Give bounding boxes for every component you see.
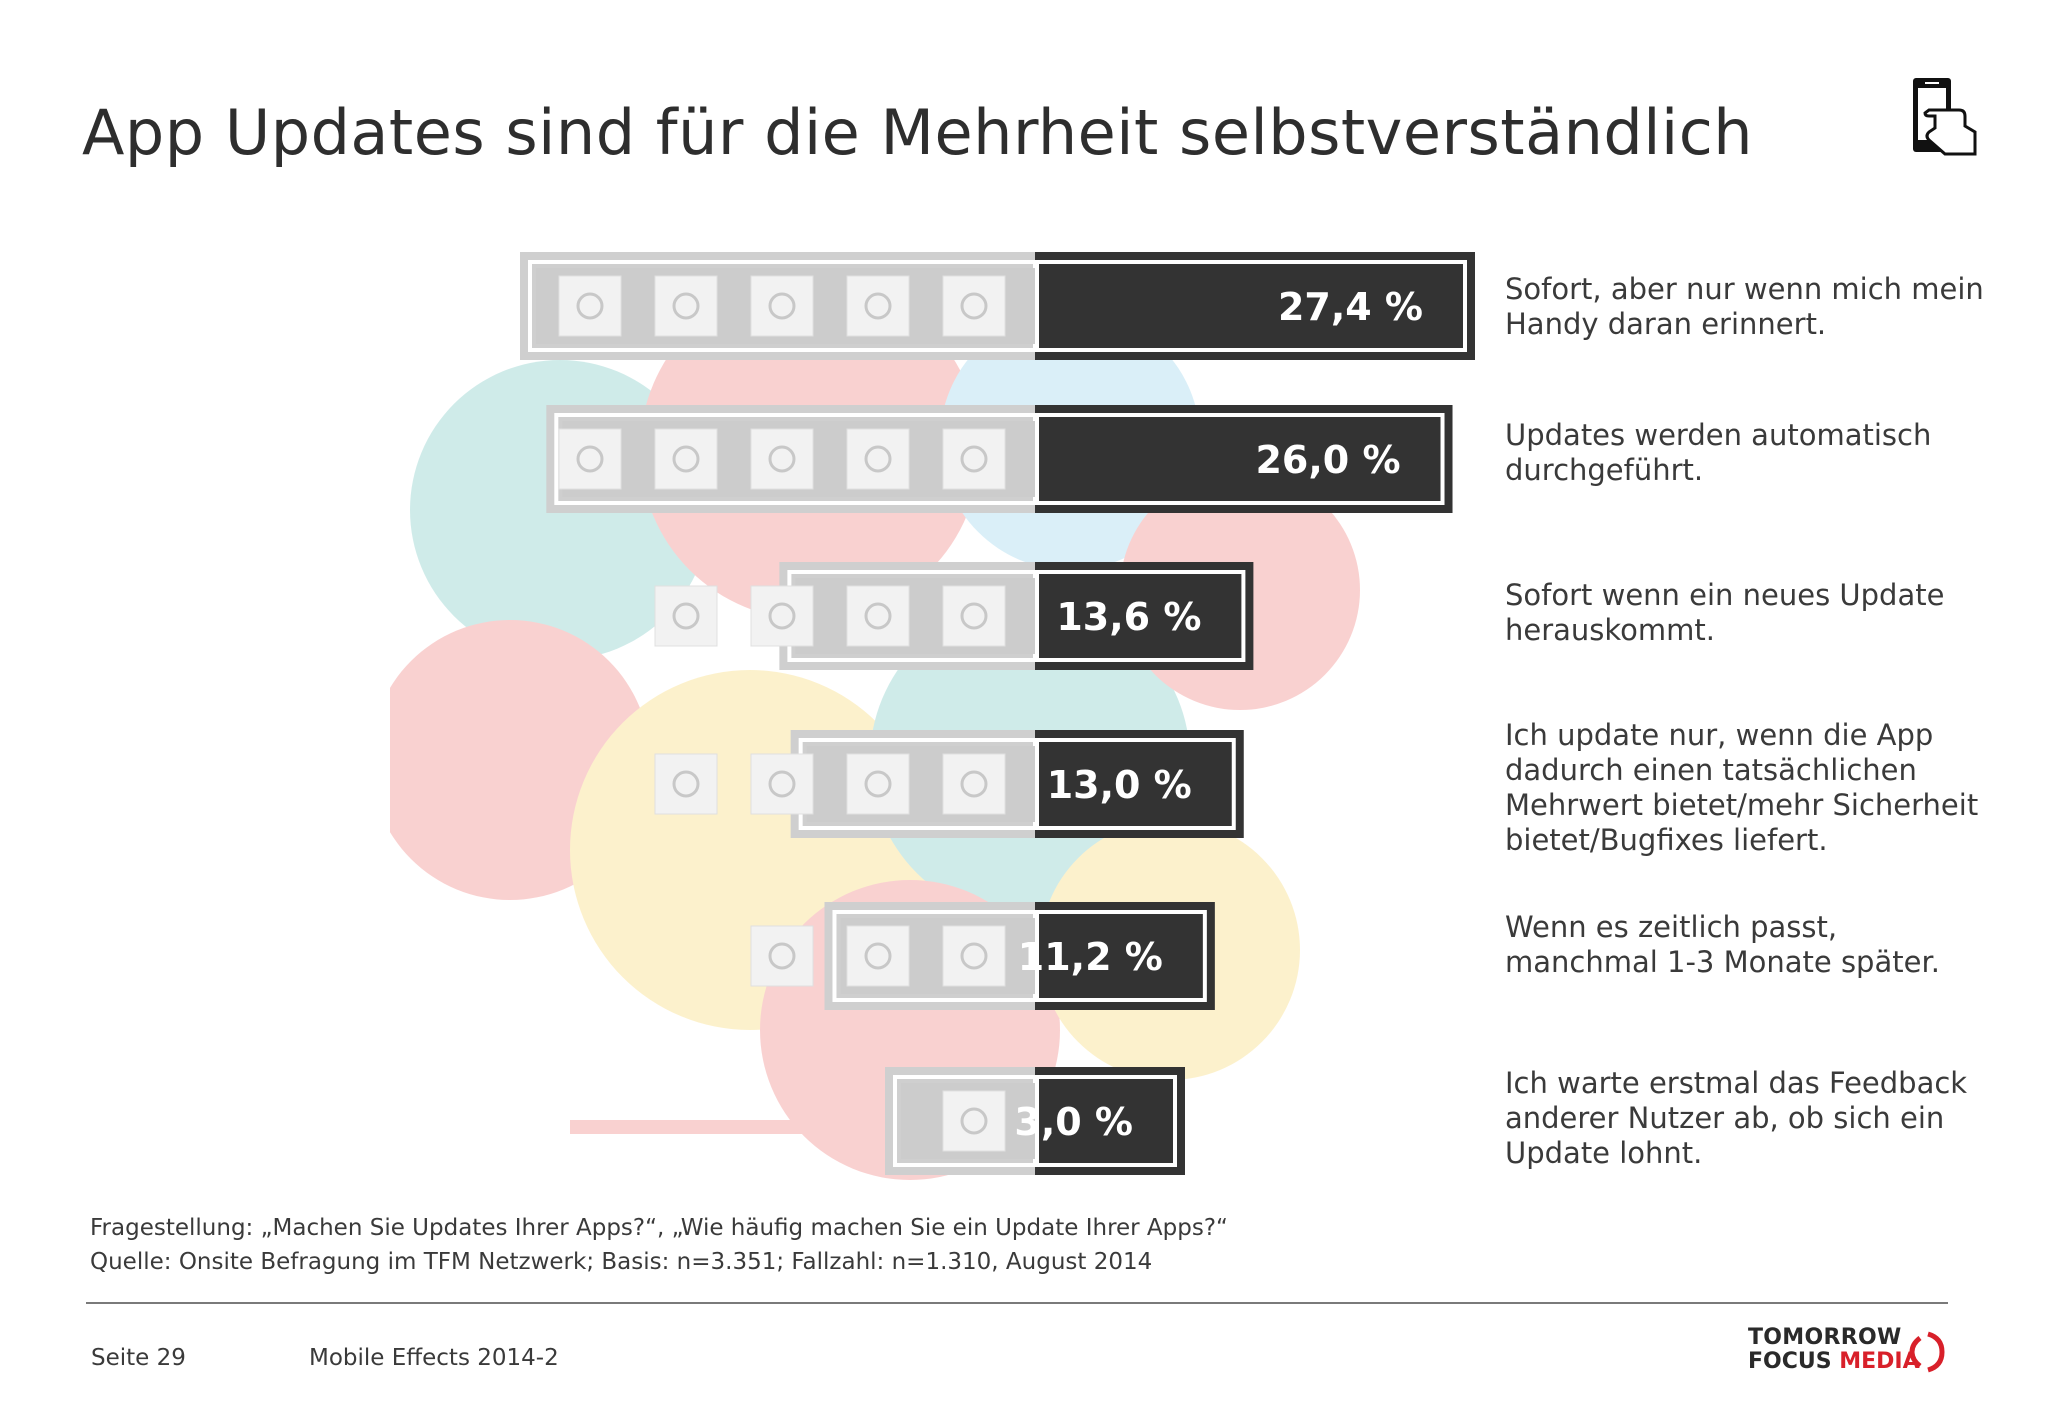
report-name: Mobile Effects 2014-2 bbox=[309, 1345, 559, 1371]
app-tile-icon bbox=[942, 925, 1006, 987]
footnote-question: Fragestellung: „Machen Sie Updates Ihrer… bbox=[90, 1215, 1228, 1241]
value-label: 26,0 % bbox=[1255, 438, 1400, 482]
app-tile-icon bbox=[654, 753, 718, 815]
tomorrow-focus-media-logo: TOMORROW FOCUS MEDIA bbox=[1748, 1326, 1920, 1374]
app-tile-icon bbox=[846, 428, 910, 490]
app-tile-icon bbox=[942, 428, 1006, 490]
app-tile-icon bbox=[750, 753, 814, 815]
bar-chart: 27,4 % 26,0 % 13,6 % 13,0 % 11,2 % 3,0 % bbox=[520, 252, 1475, 1175]
logo-line1: TOMORROW bbox=[1748, 1325, 1902, 1350]
category-label: Sofort wenn ein neues Update herauskommt… bbox=[1505, 578, 1945, 647]
footer-divider bbox=[86, 1302, 1948, 1304]
value-label: 13,6 % bbox=[1056, 595, 1201, 639]
value-label: 11,2 % bbox=[1018, 935, 1163, 979]
app-tile-icon bbox=[846, 753, 910, 815]
app-tile-icon bbox=[750, 585, 814, 647]
app-tile-icon bbox=[846, 275, 910, 337]
smartphone-hand-icon bbox=[1913, 78, 1977, 156]
app-tile-icon bbox=[750, 275, 814, 337]
logo-media: MEDIA bbox=[1839, 1349, 1920, 1374]
bar-right-0 bbox=[1035, 252, 1475, 360]
bar-right-3 bbox=[1035, 730, 1244, 838]
app-tile-icon bbox=[558, 428, 622, 490]
page-number: Seite 29 bbox=[91, 1345, 186, 1371]
app-tile-icon bbox=[846, 585, 910, 647]
value-label: 3,0 % bbox=[1014, 1100, 1133, 1144]
logo-focus: FOCUS bbox=[1748, 1349, 1840, 1374]
category-label: Wenn es zeitlich passt, manchmal 1-3 Mon… bbox=[1505, 910, 1940, 979]
bar-right-2 bbox=[1035, 562, 1254, 670]
category-label: Sofort, aber nur wenn mich mein Handy da… bbox=[1505, 272, 1984, 341]
bar-right-5 bbox=[1035, 1067, 1185, 1175]
logo-line2: FOCUS MEDIA bbox=[1748, 1350, 1920, 1374]
value-label: 13,0 % bbox=[1047, 763, 1192, 807]
app-tile-icon bbox=[558, 275, 622, 337]
logo-bracket-icon bbox=[1909, 1331, 1945, 1373]
app-tile-icon bbox=[750, 428, 814, 490]
app-tile-icon bbox=[654, 428, 718, 490]
app-tile-icon bbox=[654, 275, 718, 337]
bar-right-1 bbox=[1035, 405, 1453, 513]
category-label: Ich warte erstmal das Feedback anderer N… bbox=[1505, 1066, 1968, 1170]
value-label: 27,4 % bbox=[1278, 285, 1423, 329]
app-tile-icon bbox=[942, 1090, 1006, 1152]
app-tile-icon bbox=[654, 585, 718, 647]
app-tile-icon bbox=[846, 925, 910, 987]
app-tile-icon bbox=[750, 925, 814, 987]
app-tile-icon bbox=[942, 275, 1006, 337]
category-label: Ich update nur, wenn die App dadurch ein… bbox=[1505, 718, 1979, 857]
bar-right-4 bbox=[1035, 902, 1215, 1010]
app-tile-icon bbox=[942, 753, 1006, 815]
category-label: Updates werden automatisch durchgeführt. bbox=[1505, 418, 1932, 487]
footnote-source: Quelle: Onsite Befragung im TFM Netzwerk… bbox=[90, 1249, 1153, 1275]
page-title: App Updates sind für die Mehrheit selbst… bbox=[82, 96, 1754, 169]
app-tile-icon bbox=[942, 585, 1006, 647]
